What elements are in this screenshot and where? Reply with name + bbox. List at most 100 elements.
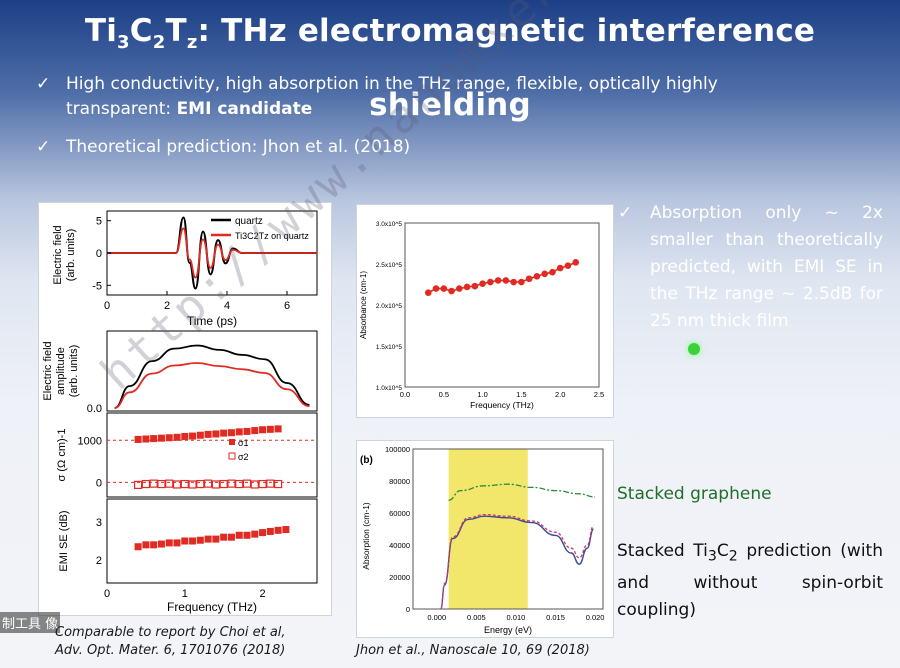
panel-b-frame — [106, 330, 318, 412]
x-tick-label: 0 — [104, 300, 110, 312]
y-tick-label: 80000 — [389, 477, 410, 486]
theory-figure: 0 20000 40000 60000 80000 100000 0.000 0.005 0.0… — [356, 440, 614, 638]
point-emi-se — [243, 531, 251, 539]
bullet-properties-text: High conductivity, high absorption in th… — [66, 74, 718, 119]
point-sigma1 — [150, 435, 158, 443]
checkmark-icon: ✓ — [36, 74, 51, 94]
point-emi-se — [251, 530, 259, 538]
point-emi-se — [196, 536, 204, 544]
y-tick-label: 5 — [96, 216, 102, 228]
point-sigma2 — [227, 479, 236, 488]
x-axis-label: Time (ps) — [187, 314, 237, 328]
x-axis-label: Frequency (THz) — [470, 400, 534, 410]
point-sigma2 — [134, 480, 143, 489]
x-tick-label: 6 — [284, 300, 290, 312]
point-sigma1 — [212, 430, 220, 438]
point-emi-se — [266, 527, 274, 535]
x-tick-label: 0.015 — [546, 613, 565, 622]
y-axis-label: Absorbance (cm-1) — [359, 271, 368, 339]
y-tick-label: 1.0x10^5 — [376, 385, 403, 392]
point-sigma1 — [243, 427, 251, 435]
absorbance-point — [518, 278, 525, 286]
legend-label-sigma2: σ2 — [238, 452, 249, 462]
absorbance-point — [510, 278, 517, 286]
bullet-properties-emphasis: EMI candidate — [176, 99, 313, 119]
absorbance-point — [487, 278, 494, 286]
panel-label: (b) — [360, 455, 373, 466]
x-tick-label: 1 — [182, 588, 188, 600]
absorbance-point — [471, 282, 479, 290]
series-line-graphene — [448, 483, 596, 501]
point-sigma2 — [157, 479, 166, 489]
series-line-ti3c2-nosoc — [440, 513, 595, 610]
series-line-ti3c2-amp — [114, 362, 310, 409]
y-tick-label: 40000 — [389, 541, 410, 550]
x-tick-label: 0.0 — [400, 390, 410, 399]
bullet-theory-text: Theoretical prediction: Jhon et al. (201… — [66, 137, 411, 157]
panel-d-frame — [106, 498, 318, 584]
absorbance-point — [448, 287, 455, 295]
point-sigma2 — [188, 480, 197, 489]
absorbance-point — [456, 285, 463, 292]
caption-mid: Jhon et al., Nanoscale 10, 69 (2018) — [356, 643, 590, 658]
x-axis-label: Frequency (THz) — [167, 600, 257, 614]
series-line-ti3c2 — [107, 227, 317, 279]
y-tick-label: 0 — [96, 477, 102, 489]
point-sigma2 — [172, 480, 182, 489]
absorbance-point — [556, 264, 564, 272]
absorbance-point — [564, 262, 572, 269]
absorbance-frame — [404, 222, 600, 388]
checkmark-icon: ✓ — [36, 137, 51, 157]
x-tick-label: 0.5 — [439, 390, 449, 399]
series-line-quartz-amp — [114, 344, 310, 409]
point-emi-se — [181, 537, 189, 545]
y-tick-label: 0 — [96, 248, 102, 260]
absorbance-point — [424, 289, 432, 296]
absorbance-figure: 1.0x10^5 1.5x10^5 2.0x10^5 2.5x10^5 3.0x10^5… — [356, 204, 614, 418]
point-sigma2 — [141, 479, 150, 489]
absorbance-point — [572, 259, 580, 266]
y-tick-label: 2 — [96, 555, 102, 567]
y-axis-label: EMI SE (dB) — [58, 510, 70, 571]
absorbance-svg: 1.0x10^5 1.5x10^5 2.0x10^5 2.5x10^5 3.0x10^5… — [359, 221, 604, 410]
x-tick-label: 2.0 — [555, 390, 565, 399]
x-tick-label: 2 — [164, 300, 170, 312]
x-tick-label: 0.005 — [467, 613, 486, 622]
point-sigma2 — [274, 479, 283, 489]
point-emi-se — [259, 529, 267, 537]
x-tick-label: 0.010 — [507, 613, 526, 622]
theory-svg: 0 20000 40000 60000 80000 100000 0.000 0.005 0.0… — [360, 445, 604, 635]
point-emi-se — [189, 537, 197, 545]
point-sigma1 — [235, 428, 243, 436]
absorption-note: ✓ Absorption only ~ 2x smaller than theo… — [618, 200, 883, 335]
point-sigma1 — [142, 435, 150, 443]
point-sigma1 — [157, 434, 165, 442]
y-tick-label: 60000 — [389, 509, 410, 518]
point-sigma2 — [219, 479, 228, 489]
point-sigma1 — [204, 430, 212, 438]
y-axis-label: Electric field — [42, 341, 54, 400]
point-sigma1 — [165, 434, 173, 442]
y-tick-label: 3 — [96, 517, 102, 529]
bullet-properties: ✓ High conductivity, high absorption in … — [36, 72, 826, 122]
x-tick-label: 2.5 — [594, 390, 604, 399]
point-sigma1 — [259, 426, 267, 434]
left-figure: 5 0 -5 0 2 4 6 Time (ps) Electric field (arb. uni… — [38, 202, 332, 616]
point-emi-se — [150, 541, 158, 549]
y-axis-label: amplitude — [55, 347, 67, 395]
y-tick-label: 1.5x10^5 — [376, 344, 403, 351]
point-sigma1 — [220, 429, 228, 437]
point-sigma2 — [149, 479, 158, 488]
absorbance-point — [494, 277, 502, 284]
legend-swatch-sigma2 — [228, 452, 236, 460]
legend-label-ti3c2: Ti3C2Tz on quartz — [235, 231, 309, 241]
point-sigma2 — [250, 480, 259, 489]
absorbance-point — [541, 270, 548, 278]
absorbance-point — [440, 285, 448, 292]
x-axis-label: Energy (eV) — [484, 625, 532, 635]
absorbance-point — [432, 285, 440, 292]
caption-left-line2: Adv. Opt. Mater. 6, 1701076 (2018) — [55, 643, 286, 658]
point-sigma1 — [181, 432, 189, 440]
y-axis-label: (arb. units) — [65, 229, 77, 282]
